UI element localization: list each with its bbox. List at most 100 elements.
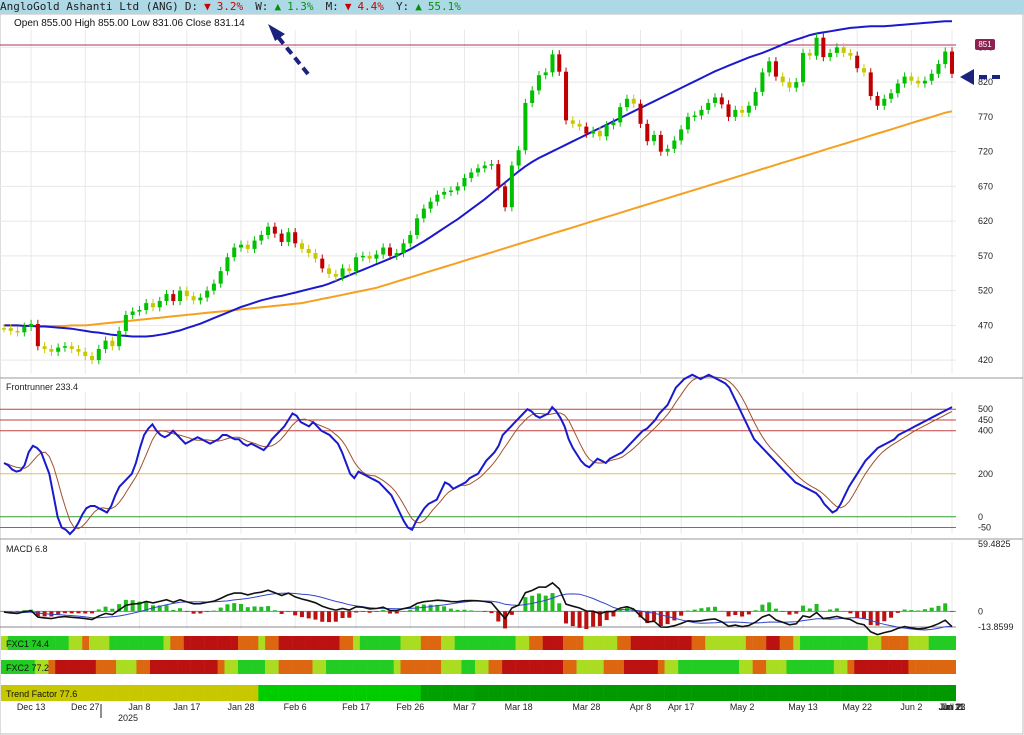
fxc2-cell	[813, 660, 821, 674]
macd-histogram-bar	[814, 603, 819, 612]
candle-body	[604, 125, 609, 137]
macd-histogram-bar	[503, 611, 508, 629]
macd-histogram-bar	[943, 603, 948, 612]
fxc1-cell	[217, 636, 225, 650]
trend-factor-cell	[89, 685, 97, 701]
fxc1-cell	[34, 636, 42, 650]
frontrunner-label: Frontrunner 233.4	[6, 382, 78, 392]
fxc2-cell	[590, 660, 598, 674]
trend-factor-cell	[901, 685, 909, 701]
trend-factor-cell	[847, 685, 855, 701]
macd-histogram-bar	[706, 607, 711, 612]
candle-body	[110, 340, 115, 347]
price-tick-label: 770	[978, 112, 993, 122]
x-tick-label: Feb 6	[284, 702, 307, 712]
candle-body	[150, 303, 155, 308]
candle-body	[807, 52, 812, 56]
trend-factor-cell	[779, 685, 787, 701]
fxc1-cell	[204, 636, 212, 650]
fxc2-cell	[806, 660, 814, 674]
price-tick-label: 820	[978, 77, 993, 87]
candle-body	[658, 134, 663, 152]
fxc1-cell	[116, 636, 124, 650]
x-tick-label: Mar 7	[453, 702, 476, 712]
fxc2-cell	[596, 660, 604, 674]
price-tick-label: 620	[978, 216, 993, 226]
x-tick-label: May 22	[842, 702, 872, 712]
price-tick-label: 570	[978, 251, 993, 261]
trend-factor-cell	[305, 685, 313, 701]
fxc1-cell	[95, 636, 103, 650]
macd-histogram-bar	[62, 611, 67, 614]
trend-factor-cell	[576, 685, 584, 701]
macd-histogram-bar	[509, 611, 514, 615]
fxc2-cell	[921, 660, 929, 674]
macd-histogram-bar	[164, 605, 169, 612]
fxc2-cell	[881, 660, 889, 674]
candle-body	[550, 54, 555, 73]
fxc1-cell	[434, 636, 442, 650]
fxc1-cell	[745, 636, 753, 650]
candle-body	[117, 330, 122, 347]
candle-body	[354, 257, 359, 272]
macd-histogram-bar	[245, 607, 250, 612]
trend-factor-cell	[217, 685, 225, 701]
fxc2-cell	[461, 660, 469, 674]
fxc2-cell	[867, 660, 875, 674]
macd-histogram-bar	[272, 610, 277, 612]
candle-body	[225, 257, 230, 272]
fxc1-cell	[556, 636, 564, 650]
macd-histogram-bar	[367, 611, 372, 613]
candle-body	[855, 55, 860, 69]
candle-body	[692, 115, 697, 117]
fxc1-cell	[265, 636, 273, 650]
candle-body	[543, 72, 548, 76]
trend-factor-cell	[68, 685, 76, 701]
fxc2-cell	[414, 660, 422, 674]
fxc2-cell	[684, 660, 692, 674]
x-tick-label: Jan 28	[227, 702, 254, 712]
fxc1-cell	[813, 636, 821, 650]
macd-histogram-bar	[773, 608, 778, 612]
macd-histogram-bar	[882, 611, 887, 622]
fxc1-cell	[908, 636, 916, 650]
fxc1-cell	[89, 636, 97, 650]
trend-factor-cell	[177, 685, 185, 701]
fxc1-cell	[244, 636, 252, 650]
trend-factor-cell	[109, 685, 117, 701]
trend-factor-cell	[759, 685, 767, 701]
candle-body	[597, 130, 602, 137]
fxc1-cell	[183, 636, 191, 650]
macd-histogram-bar	[719, 610, 724, 612]
macd-histogram-bar	[712, 606, 718, 612]
macd-histogram-bar	[780, 611, 785, 612]
fxc1-cell	[366, 636, 374, 650]
trend-factor-cell	[495, 685, 503, 701]
macd-histogram-bar	[191, 611, 196, 614]
macd-histogram-bar	[577, 611, 582, 628]
annotation-arrow-1-head	[268, 24, 285, 41]
candle-body	[780, 76, 785, 83]
macd-histogram-bar	[828, 609, 833, 612]
fxc1-cell	[617, 636, 625, 650]
candle-body	[475, 168, 481, 173]
fxc2-cell	[800, 660, 808, 674]
candle-body	[123, 314, 128, 331]
fxc1-cell	[949, 636, 956, 650]
candle-body	[272, 226, 277, 234]
fxc1-cell	[759, 636, 767, 650]
fxc2-cell	[136, 660, 144, 674]
trend-factor-cell	[840, 685, 848, 701]
candle-body	[347, 268, 352, 272]
fxc1-cell	[847, 636, 855, 650]
fxc1-cell	[942, 636, 950, 650]
fxc1-cell	[563, 636, 571, 650]
candle-body	[306, 248, 311, 254]
x-tick-label: Jun 23	[938, 702, 965, 712]
price-tick-label: 520	[978, 286, 993, 296]
fxc1-cell	[779, 636, 787, 650]
fxc1-cell	[664, 636, 672, 650]
macd-histogram-bar	[875, 611, 880, 626]
fxc1-cell	[596, 636, 604, 650]
trend-factor-cell	[55, 685, 63, 701]
